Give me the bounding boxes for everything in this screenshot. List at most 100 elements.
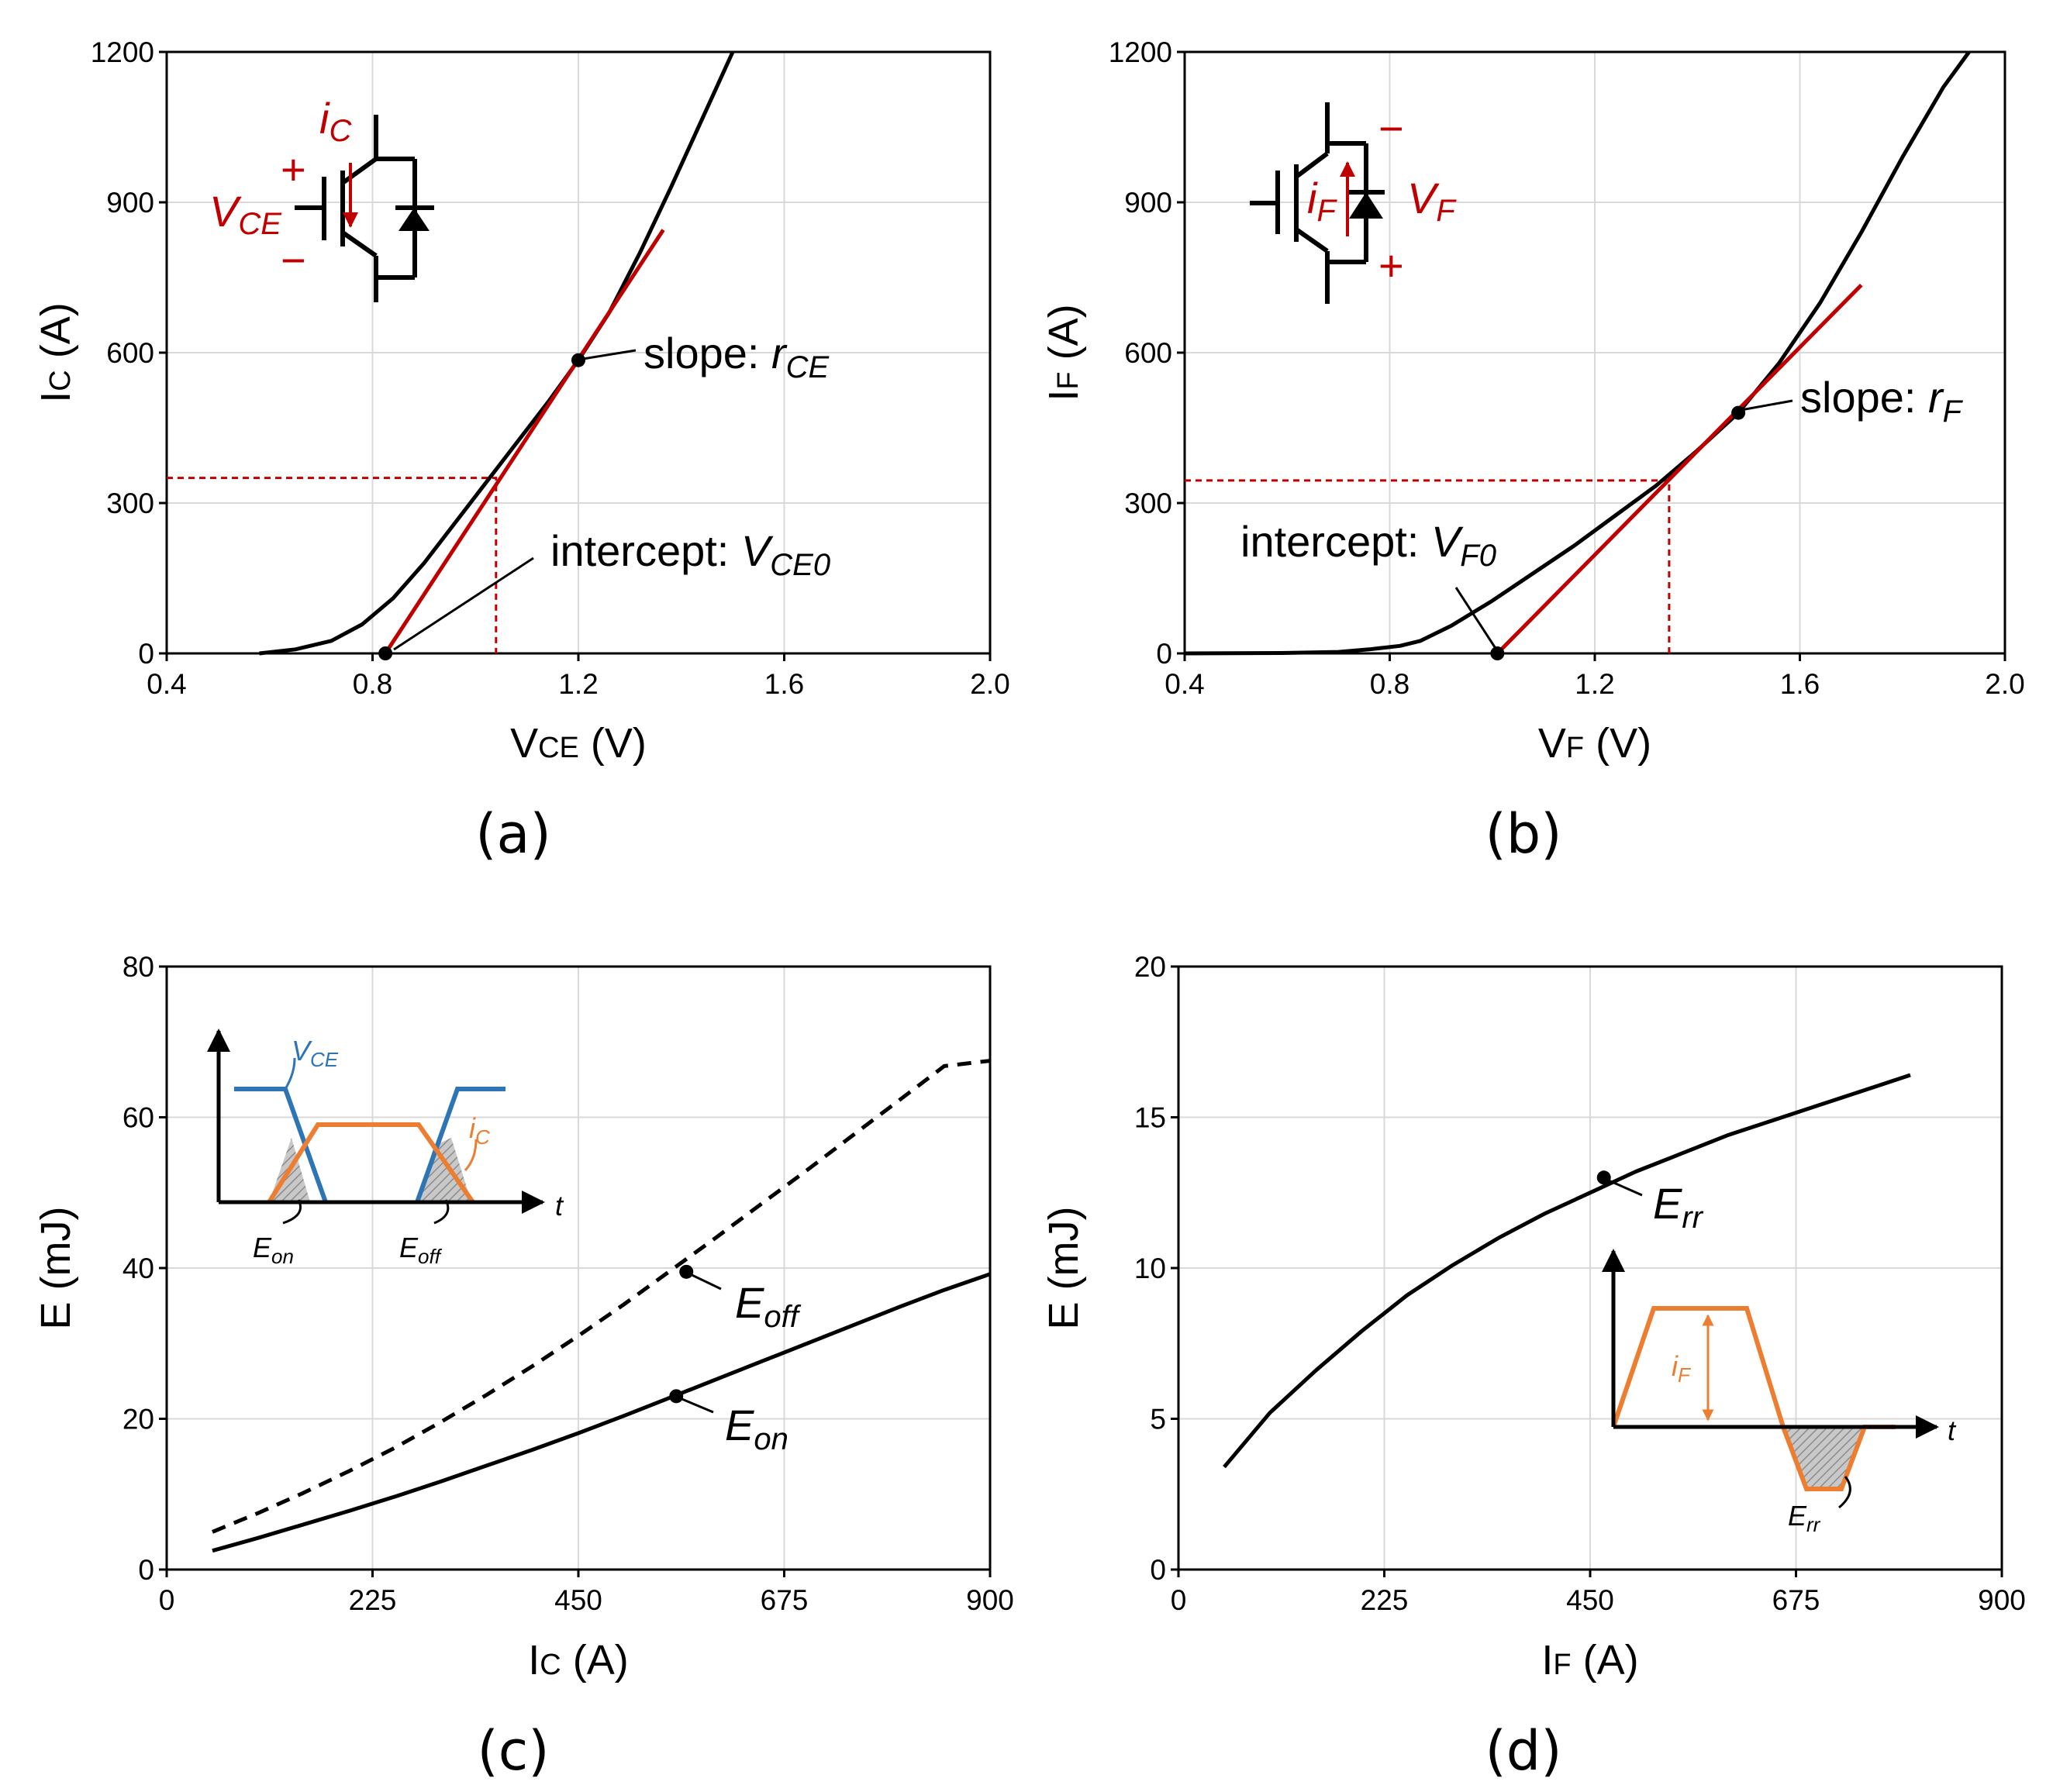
panel-a-inset-voltage: VCE xyxy=(209,187,282,241)
panel-a-igbt-symbol xyxy=(295,115,434,302)
panel-c-inset-t-label: t xyxy=(555,1190,564,1222)
panel-d-ylabel: E (mJ) xyxy=(1040,1207,1087,1330)
data-point-marker xyxy=(378,646,393,660)
y-tick-label: 900 xyxy=(1124,187,1172,219)
x-tick-label: 0.8 xyxy=(1370,668,1409,700)
panel-b-ticks: 0.4 0.8 1.2 1.6 2.0 0 300 600 900 1200 xyxy=(1109,36,2025,700)
panel-b-slope-leader xyxy=(1736,399,1793,412)
operating-point-guide xyxy=(1185,479,1671,653)
y-tick-label: 600 xyxy=(106,337,154,369)
x-tick-label: 0.4 xyxy=(1165,668,1204,700)
y-tick-label: 0 xyxy=(1150,1554,1166,1586)
panel-c-eon-annotation: Eon xyxy=(725,1401,788,1456)
panel-b-intercept-leader xyxy=(1454,587,1498,650)
x-tick-label: 450 xyxy=(554,1584,602,1616)
x-tick-label: 2.0 xyxy=(970,668,1009,700)
panel-d-if-waveform xyxy=(1611,1306,1896,1491)
panel-d-err-annotation: Err xyxy=(1653,1179,1704,1235)
panel-c-grid xyxy=(167,967,990,1570)
y-tick-label: 1200 xyxy=(91,36,154,68)
x-tick-label: 450 xyxy=(1566,1584,1614,1616)
series-line-if-vf-characteristic xyxy=(1184,50,1971,656)
data-point-marker xyxy=(1731,405,1746,420)
y-tick-label: 80 xyxy=(122,951,154,983)
x-tick-label: 1.2 xyxy=(1575,668,1614,700)
panel-b-intercept-annotation: intercept: VF0 xyxy=(1240,517,1496,573)
panel-c-eoff-annotation: Eoff xyxy=(735,1278,802,1334)
panel-c-inset-ic-label: iC xyxy=(469,1112,490,1149)
series-line-ic-vce-characteristic xyxy=(259,50,735,656)
panel-a-inset-minus: − xyxy=(281,236,306,284)
x-tick-label: 1.6 xyxy=(1780,668,1820,700)
x-tick-label: 225 xyxy=(1361,1584,1409,1616)
y-tick-label: 20 xyxy=(1134,951,1166,983)
panel-d-inset-if-label: iF xyxy=(1672,1350,1692,1387)
panel-a-grid xyxy=(167,52,990,653)
panel-a-inset-plus: + xyxy=(281,145,306,194)
y-tick-label: 10 xyxy=(1134,1253,1166,1284)
panel-b: 0.4 0.8 1.2 1.6 2.0 0 300 600 900 1200 IF (A) VF … xyxy=(1040,36,2025,866)
panel-a-slope-leader xyxy=(582,349,637,360)
panel-a: 0.4 0.8 1.2 1.6 2.0 0 300 600 900 1200 IC (A) VCE… xyxy=(33,36,1010,866)
panel-a-intercept-annotation: intercept: VCE0 xyxy=(550,526,830,582)
x-tick-label: 1.2 xyxy=(558,668,598,700)
panel-d-xlabel: IF (A) xyxy=(1541,1637,1638,1683)
panel-d-waveform-inset xyxy=(1602,1249,1939,1509)
series-line-eon xyxy=(212,1272,991,1553)
panel-b-series xyxy=(1184,50,1971,660)
series-line-tangent xyxy=(384,229,665,655)
panel-a-xlabel: VCE (V) xyxy=(510,720,647,767)
panel-a-caption: (a) xyxy=(475,802,551,866)
data-point-marker xyxy=(571,353,585,367)
x-tick-label: 225 xyxy=(349,1584,397,1616)
panel-b-xlabel: VF (V) xyxy=(1538,720,1651,767)
panel-c-waveform-inset xyxy=(207,1029,545,1225)
y-tick-label: 0 xyxy=(138,1554,154,1586)
panel-d-err-leader xyxy=(1603,1177,1643,1197)
x-tick-label: 0.8 xyxy=(353,668,392,700)
panel-b-inset-current: iF xyxy=(1307,174,1337,228)
panel-c-series xyxy=(212,1059,991,1553)
panel-c-eoff-area xyxy=(417,1138,471,1202)
panel-a-intercept-leader xyxy=(393,557,534,651)
y-tick-label: 1200 xyxy=(1109,36,1172,68)
x-tick-label: 0 xyxy=(1171,1584,1187,1616)
panel-d-err-area xyxy=(1783,1427,1865,1489)
panel-d-inset-err-label: Err xyxy=(1788,1500,1821,1536)
panel-d-grid xyxy=(1178,967,2002,1570)
y-tick-label: 600 xyxy=(1124,337,1172,369)
panel-d-inset-t-label: t xyxy=(1948,1415,1957,1446)
panel-c-caption: (c) xyxy=(477,1719,549,1783)
x-tick-label: 2.0 xyxy=(1985,668,2024,700)
data-point-marker xyxy=(1490,646,1505,660)
panel-b-inset-plus: + xyxy=(1378,241,1404,290)
panel-d-series xyxy=(1223,1073,1911,1469)
panel-c-inset-vce-label: VCE xyxy=(292,1035,339,1071)
y-tick-label: 0 xyxy=(1156,638,1172,670)
series-line-tangent xyxy=(1496,283,1863,655)
x-tick-label: 1.6 xyxy=(764,668,804,700)
panel-c: 0 225 450 675 900 0 20 40 60 80 E (mJ) IC (A) Eof… xyxy=(33,951,1014,1783)
panel-c-vce-waveform-rise xyxy=(415,1087,505,1204)
panel-c-inset-eoff-label: Eoff xyxy=(399,1232,443,1268)
series-line-eoff xyxy=(212,1059,991,1534)
y-tick-label: 15 xyxy=(1134,1102,1166,1134)
x-tick-label: 0.4 xyxy=(147,668,186,700)
x-tick-label: 900 xyxy=(1978,1584,2026,1616)
panel-d-ticks: 0 225 450 675 900 0 5 10 15 20 xyxy=(1134,951,2026,1616)
panel-a-ticks: 0.4 0.8 1.2 1.6 2.0 0 300 600 900 1200 xyxy=(91,36,1010,700)
panel-c-ticks: 0 225 450 675 900 0 20 40 60 80 xyxy=(122,951,1014,1616)
panel-c-ic-waveform xyxy=(267,1122,475,1204)
y-tick-label: 0 xyxy=(138,638,154,670)
y-tick-label: 900 xyxy=(106,187,154,219)
panel-a-series xyxy=(167,50,735,660)
panel-b-caption: (b) xyxy=(1485,802,1561,866)
panel-a-ylabel: IC (A) xyxy=(33,302,79,402)
panel-b-ylabel: IF (A) xyxy=(1040,304,1087,401)
y-tick-label: 40 xyxy=(122,1253,154,1284)
panel-b-slope-annotation: slope: rF xyxy=(1800,373,1964,429)
panel-d-caption: (d) xyxy=(1485,1719,1561,1783)
panel-b-inset-voltage: VF xyxy=(1407,174,1457,228)
